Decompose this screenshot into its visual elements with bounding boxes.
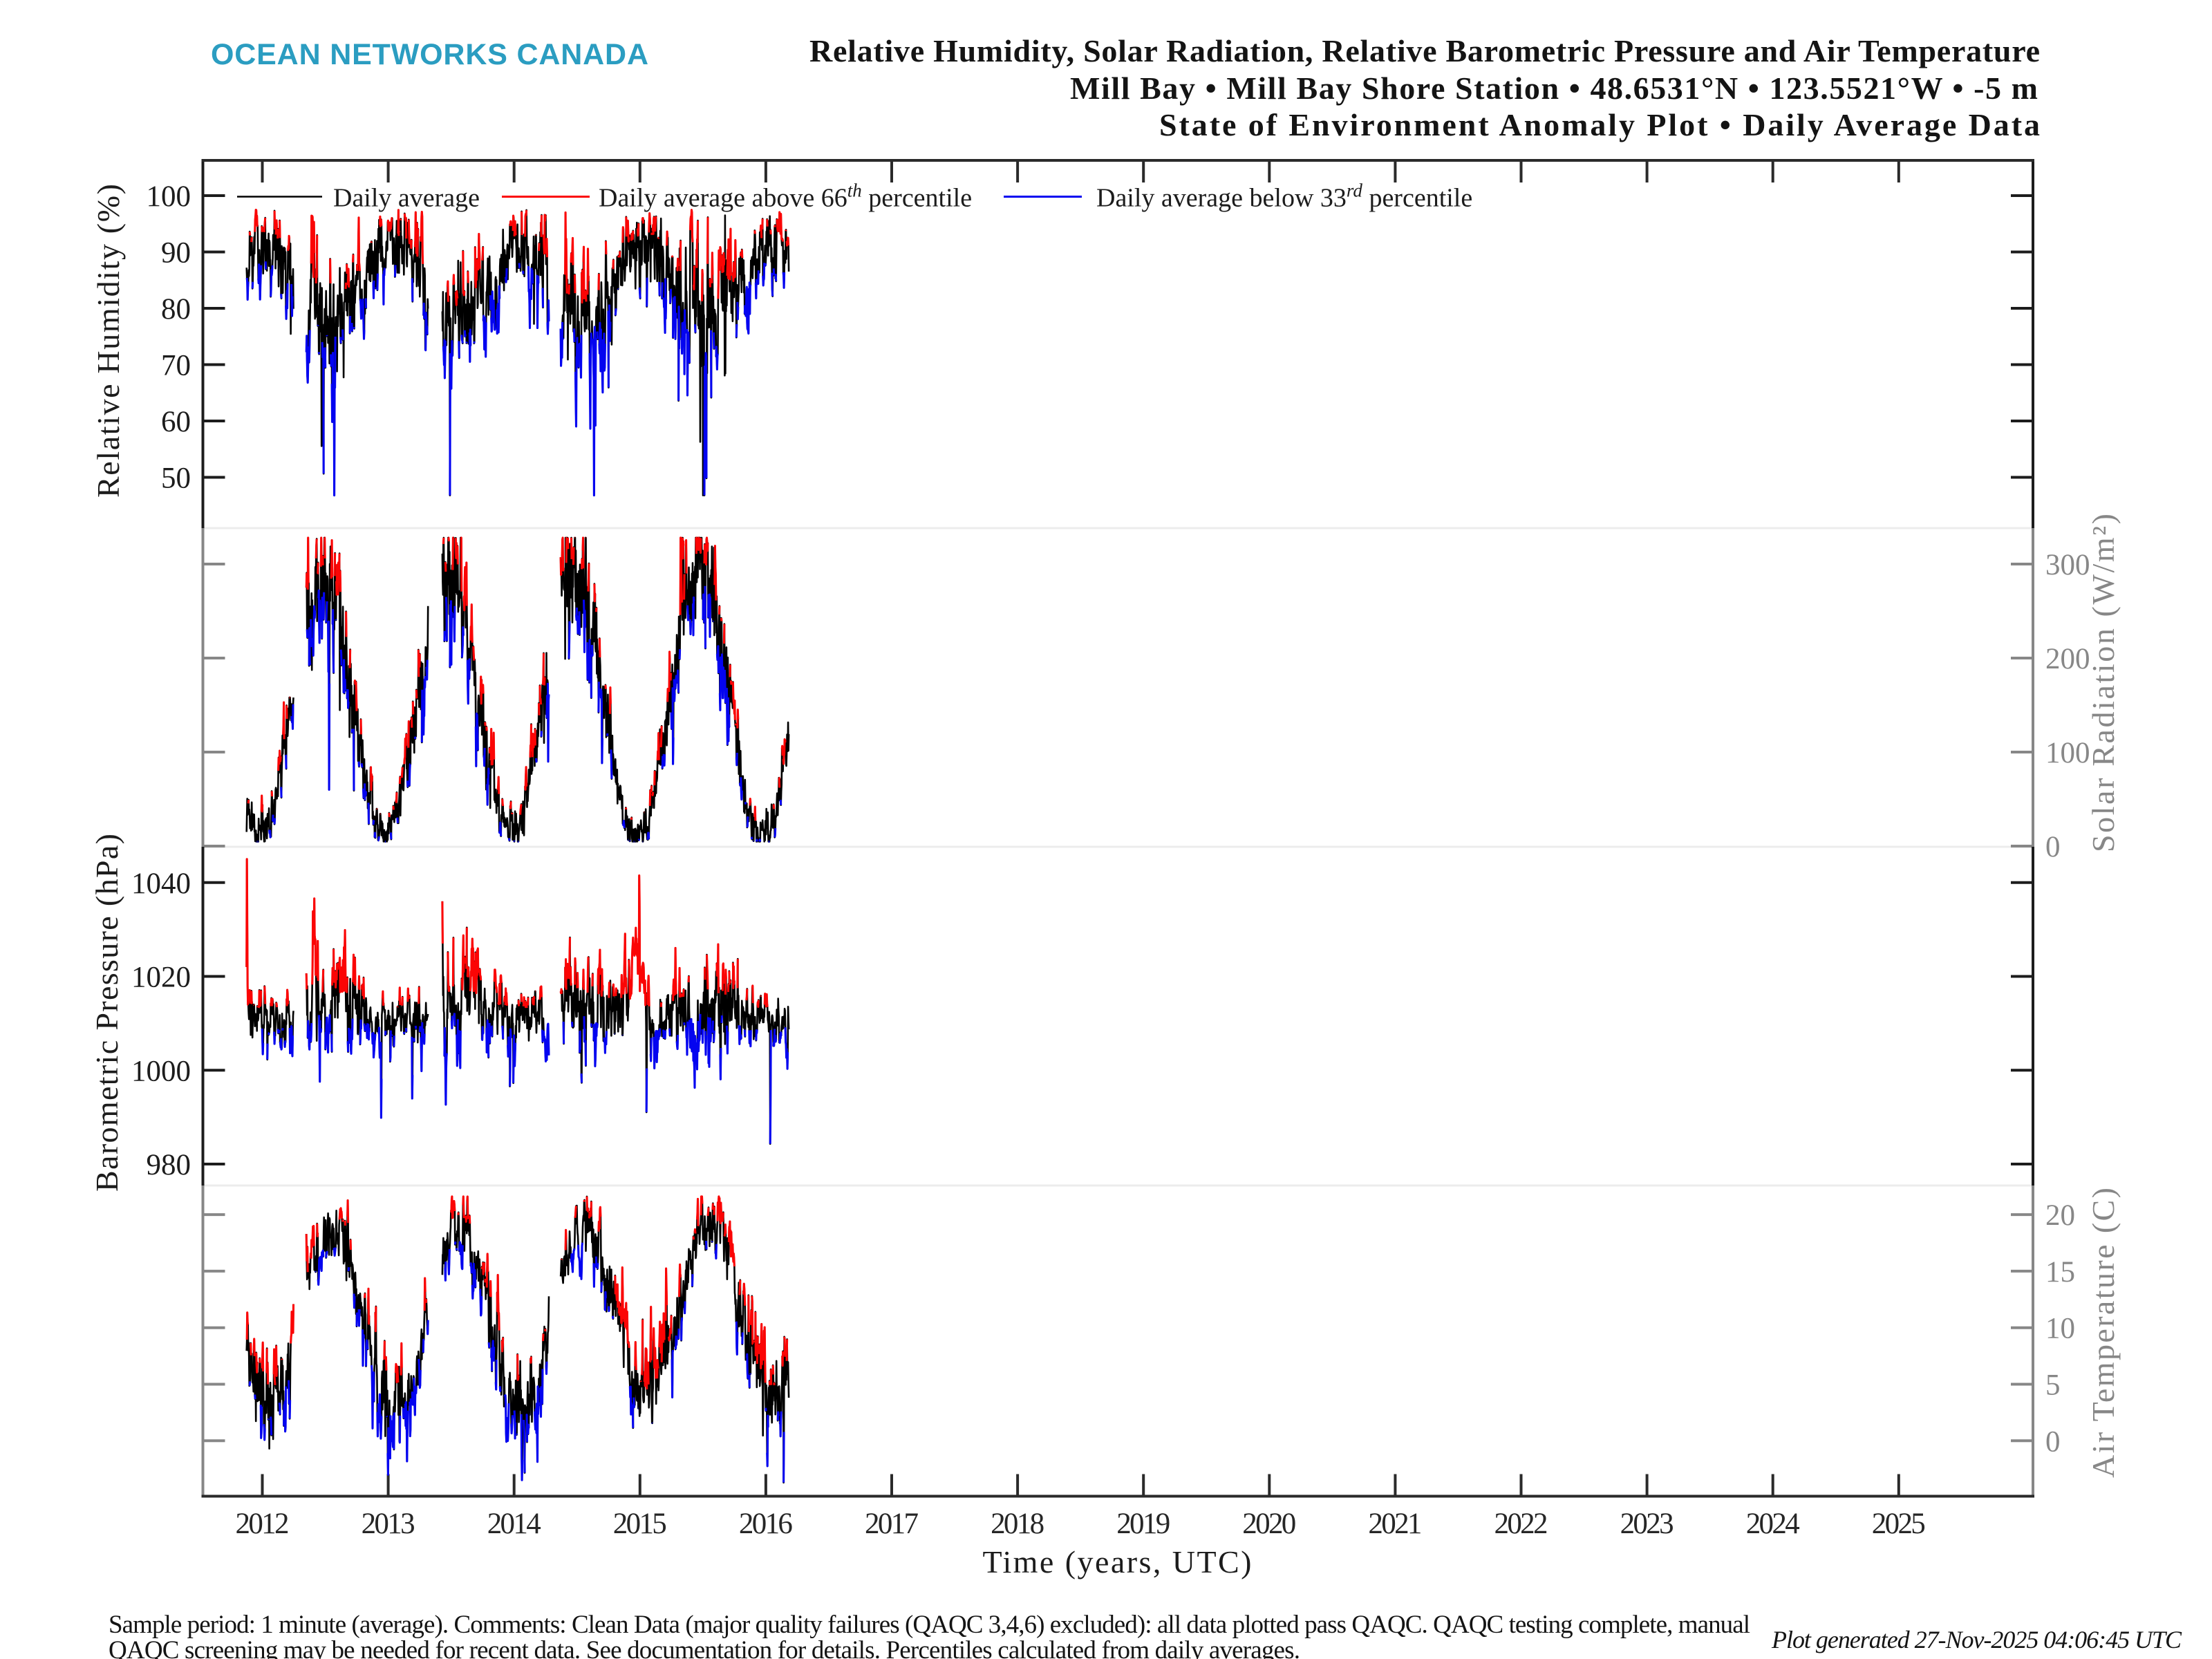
svg-text:10: 10 (2045, 1313, 2075, 1345)
svg-text:2012: 2012 (236, 1508, 290, 1540)
svg-text:60: 60 (161, 406, 191, 438)
svg-text:State of Environment Anomaly P: State of Environment Anomaly Plot • Dail… (1159, 107, 2040, 142)
svg-text:5: 5 (2045, 1369, 2061, 1402)
svg-text:2021: 2021 (1368, 1508, 1422, 1540)
svg-text:90: 90 (161, 237, 191, 270)
svg-text:70: 70 (161, 350, 191, 382)
svg-text:2015: 2015 (613, 1508, 667, 1540)
svg-text:980: 980 (147, 1149, 191, 1181)
svg-text:50: 50 (161, 462, 191, 495)
svg-text:200: 200 (2045, 643, 2090, 675)
svg-text:1040: 1040 (131, 868, 191, 900)
svg-text:2019: 2019 (1116, 1508, 1170, 1540)
svg-text:2016: 2016 (739, 1508, 793, 1540)
svg-text:Plot generated 27-Nov-2025 04:: Plot generated 27-Nov-2025 04:06:45 UTC (1771, 1626, 2182, 1653)
svg-text:2014: 2014 (487, 1508, 541, 1540)
svg-text:2013: 2013 (362, 1508, 415, 1540)
svg-text:2022: 2022 (1494, 1508, 1548, 1540)
svg-text:Daily average above 66th perce: Daily average above 66th percentile (599, 180, 972, 213)
svg-text:Daily average: Daily average (333, 184, 480, 213)
svg-text:Air Temperature (C): Air Temperature (C) (2086, 1188, 2121, 1478)
svg-text:1020: 1020 (131, 962, 191, 994)
svg-text:Time (years, UTC): Time (years, UTC) (983, 1544, 1252, 1580)
svg-text:QAQC screening may be needed f: QAQC screening may be needed for recent … (109, 1636, 1300, 1659)
svg-text:Relative Humidity (%): Relative Humidity (%) (91, 184, 126, 498)
svg-text:Relative Humidity, Solar Radia: Relative Humidity, Solar Radiation, Rela… (809, 33, 2040, 68)
svg-text:2025: 2025 (1872, 1508, 1926, 1540)
svg-text:2017: 2017 (865, 1508, 919, 1540)
svg-text:Mill Bay • Mill Bay Shore Stat: Mill Bay • Mill Bay Shore Station • 48.6… (1070, 71, 2038, 106)
svg-text:Sample period: 1 minute (avera: Sample period: 1 minute (average). Comme… (109, 1611, 1750, 1639)
svg-text:2020: 2020 (1242, 1508, 1296, 1540)
svg-text:1000: 1000 (131, 1055, 191, 1087)
svg-text:Daily average below 33rd perce: Daily average below 33rd percentile (1096, 180, 1472, 213)
svg-text:OCEAN NETWORKS CANADA: OCEAN NETWORKS CANADA (211, 38, 648, 71)
svg-text:300: 300 (2045, 549, 2090, 581)
svg-text:2024: 2024 (1746, 1508, 1800, 1540)
svg-text:0: 0 (2045, 831, 2061, 863)
svg-text:100: 100 (2045, 737, 2090, 769)
svg-text:100: 100 (147, 180, 191, 213)
svg-text:15: 15 (2045, 1256, 2075, 1288)
svg-text:20: 20 (2045, 1199, 2075, 1232)
svg-text:2018: 2018 (991, 1508, 1044, 1540)
svg-text:0: 0 (2045, 1425, 2061, 1458)
svg-text:80: 80 (161, 293, 191, 326)
svg-text:2023: 2023 (1620, 1508, 1674, 1540)
svg-text:Solar Radiation (W/m²): Solar Radiation (W/m²) (2086, 514, 2121, 852)
